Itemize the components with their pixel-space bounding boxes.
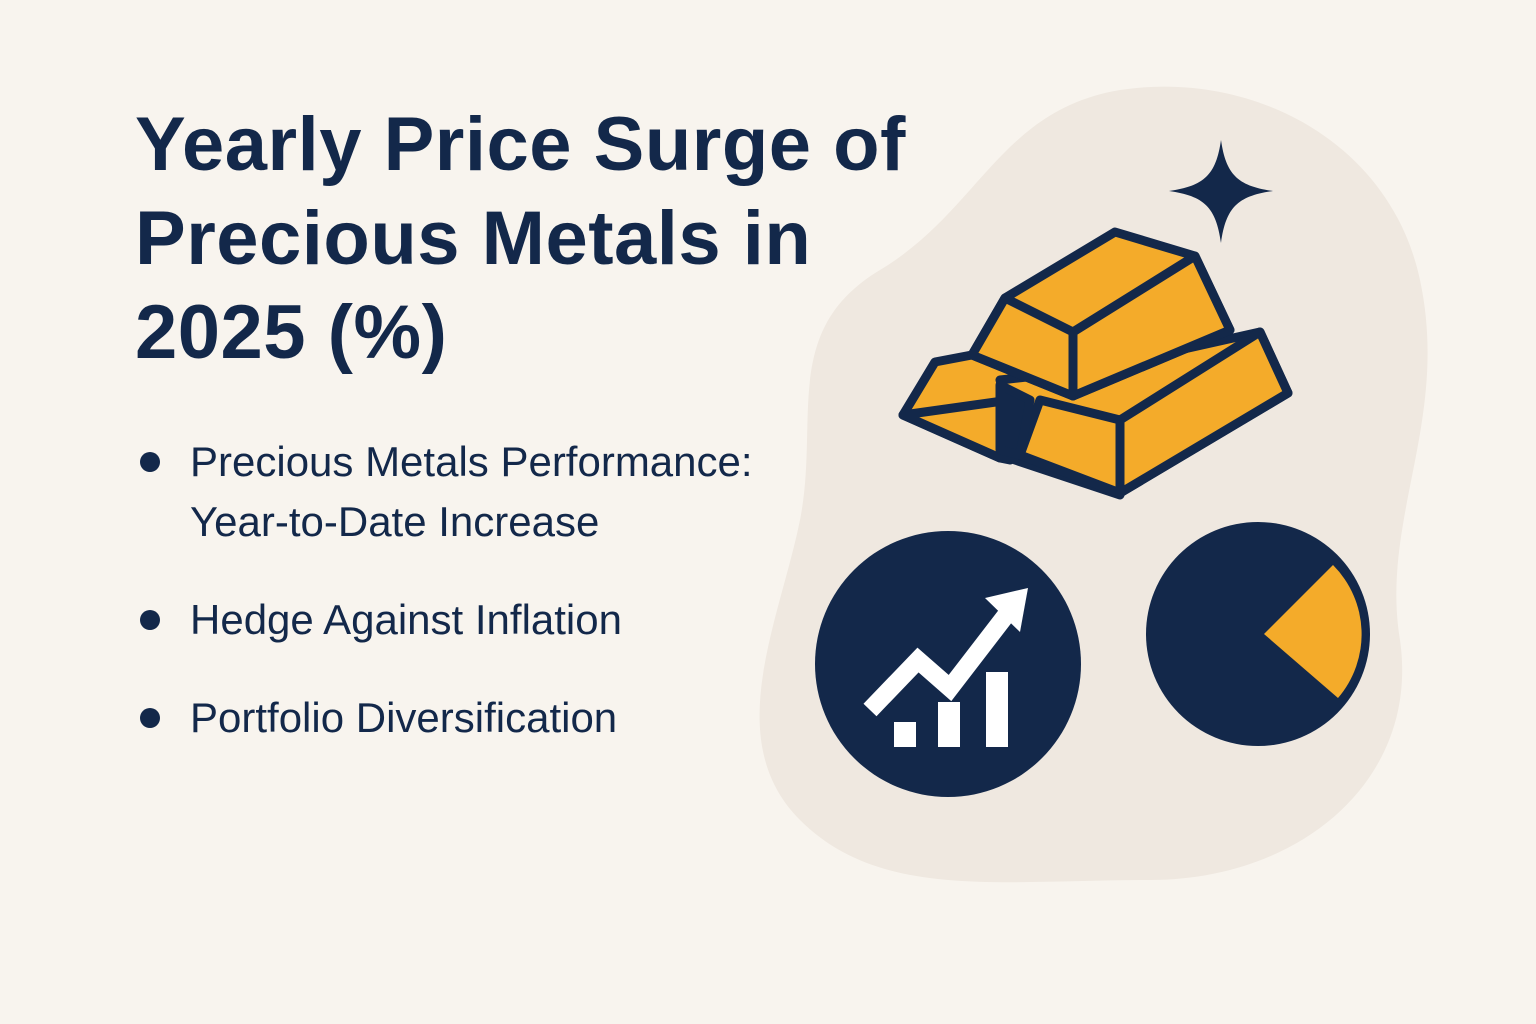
- gold-bars: [898, 227, 1293, 500]
- bullet-item: Precious Metals Performance: Year-to-Dat…: [140, 432, 800, 552]
- bullet-list: Precious Metals Performance: Year-to-Dat…: [140, 432, 800, 786]
- title-line: 2025 (%): [135, 290, 448, 375]
- bullet-item: Hedge Against Inflation: [140, 590, 800, 650]
- title-line: Precious Metals in: [135, 196, 812, 281]
- growth-chart-icon: [815, 531, 1081, 797]
- title: Yearly Price Surge of Precious Metals in…: [135, 98, 906, 380]
- bullet-item: Portfolio Diversification: [140, 688, 800, 748]
- title-line: Yearly Price Surge of: [135, 102, 906, 187]
- sparkle: [1169, 140, 1273, 243]
- pie-icon: [1146, 522, 1370, 746]
